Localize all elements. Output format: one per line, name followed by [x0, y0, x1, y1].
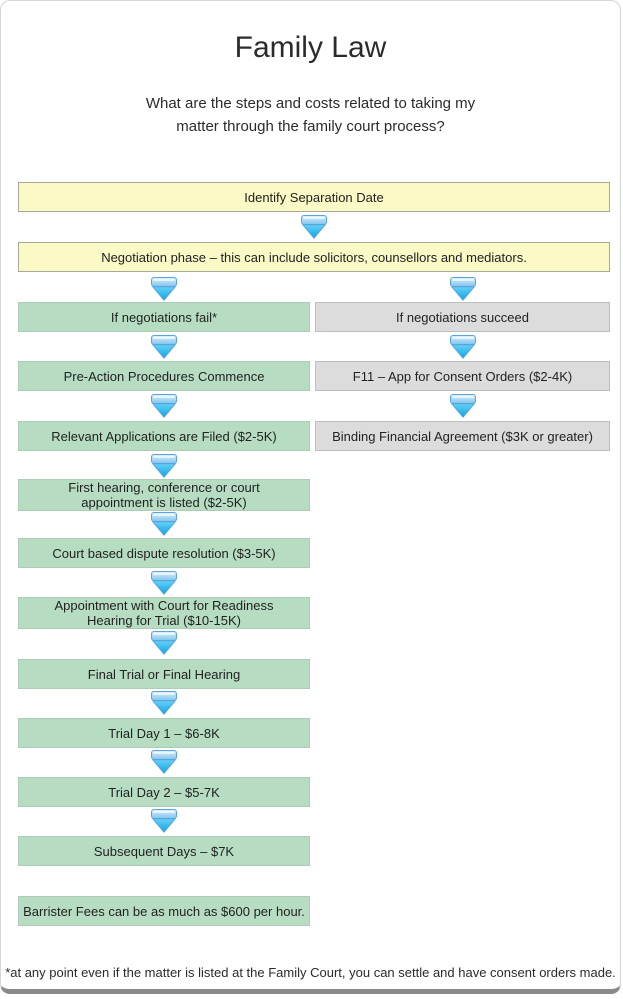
footnote: *at any point even if the matter is list… [5, 965, 616, 980]
step-label: Negotiation phase – this can include sol… [101, 249, 527, 265]
step-label: Relevant Applications are Filed ($2-5K) [51, 428, 277, 444]
step-subsequent-days: Subsequent Days – $7K [18, 836, 310, 866]
step-label: Appointment with Court for Readiness Hea… [54, 598, 274, 628]
step-label: Court based dispute resolution ($3-5K) [52, 545, 276, 561]
step-pre-action-procedures: Pre-Action Procedures Commence [18, 361, 310, 391]
note-label: Barrister Fees can be as much as $600 pe… [23, 903, 305, 919]
down-arrow-icon [151, 750, 177, 774]
down-arrow-icon [151, 809, 177, 833]
step-final-trial: Final Trial or Final Hearing [18, 659, 310, 689]
note-barrister-fees: Barrister Fees can be as much as $600 pe… [18, 896, 310, 926]
step-first-hearing: First hearing, conference or court appoi… [18, 479, 310, 511]
page-subtitle: What are the steps and costs related to … [145, 95, 476, 136]
step-court-dispute-resolution: Court based dispute resolution ($3-5K) [18, 538, 310, 568]
down-arrow-icon [450, 277, 476, 301]
step-readiness-hearing: Appointment with Court for Readiness Hea… [18, 597, 310, 629]
down-arrow-icon [151, 631, 177, 655]
step-label: Final Trial or Final Hearing [87, 666, 241, 682]
down-arrow-icon [151, 454, 177, 478]
down-arrow-icon [301, 215, 327, 239]
down-arrow-icon [151, 335, 177, 359]
step-label: Trial Day 2 – $5-7K [108, 784, 220, 800]
down-arrow-icon [450, 335, 476, 359]
step-label: Pre-Action Procedures Commence [63, 368, 265, 384]
step-label: F11 – App for Consent Orders ($2-4K) [352, 368, 573, 384]
step-binding-financial-agreement: Binding Financial Agreement ($3K or grea… [315, 421, 610, 451]
step-label: If negotiations succeed [396, 309, 529, 325]
step-negotiations-fail: If negotiations fail* [18, 302, 310, 332]
down-arrow-icon [151, 277, 177, 301]
step-applications-filed: Relevant Applications are Filed ($2-5K) [18, 421, 310, 451]
step-negotiations-succeed: If negotiations succeed [315, 302, 610, 332]
step-label: Subsequent Days – $7K [93, 843, 235, 859]
step-label: First hearing, conference or court appoi… [68, 480, 260, 510]
down-arrow-icon [450, 394, 476, 418]
page-title: Family Law [234, 31, 387, 64]
down-arrow-icon [151, 691, 177, 715]
step-trial-day-1: Trial Day 1 – $6-8K [18, 718, 310, 748]
step-negotiation-phase: Negotiation phase – this can include sol… [18, 242, 610, 272]
step-label: Identify Separation Date [244, 189, 384, 205]
step-label: Trial Day 1 – $6-8K [108, 725, 220, 741]
down-arrow-icon [151, 512, 177, 536]
step-label: If negotiations fail* [110, 309, 218, 325]
step-label: Binding Financial Agreement ($3K or grea… [332, 428, 593, 444]
down-arrow-icon [151, 394, 177, 418]
step-consent-orders: F11 – App for Consent Orders ($2-4K) [315, 361, 610, 391]
step-identify-separation-date: Identify Separation Date [18, 182, 610, 212]
step-trial-day-2: Trial Day 2 – $5-7K [18, 777, 310, 807]
down-arrow-icon [151, 571, 177, 595]
